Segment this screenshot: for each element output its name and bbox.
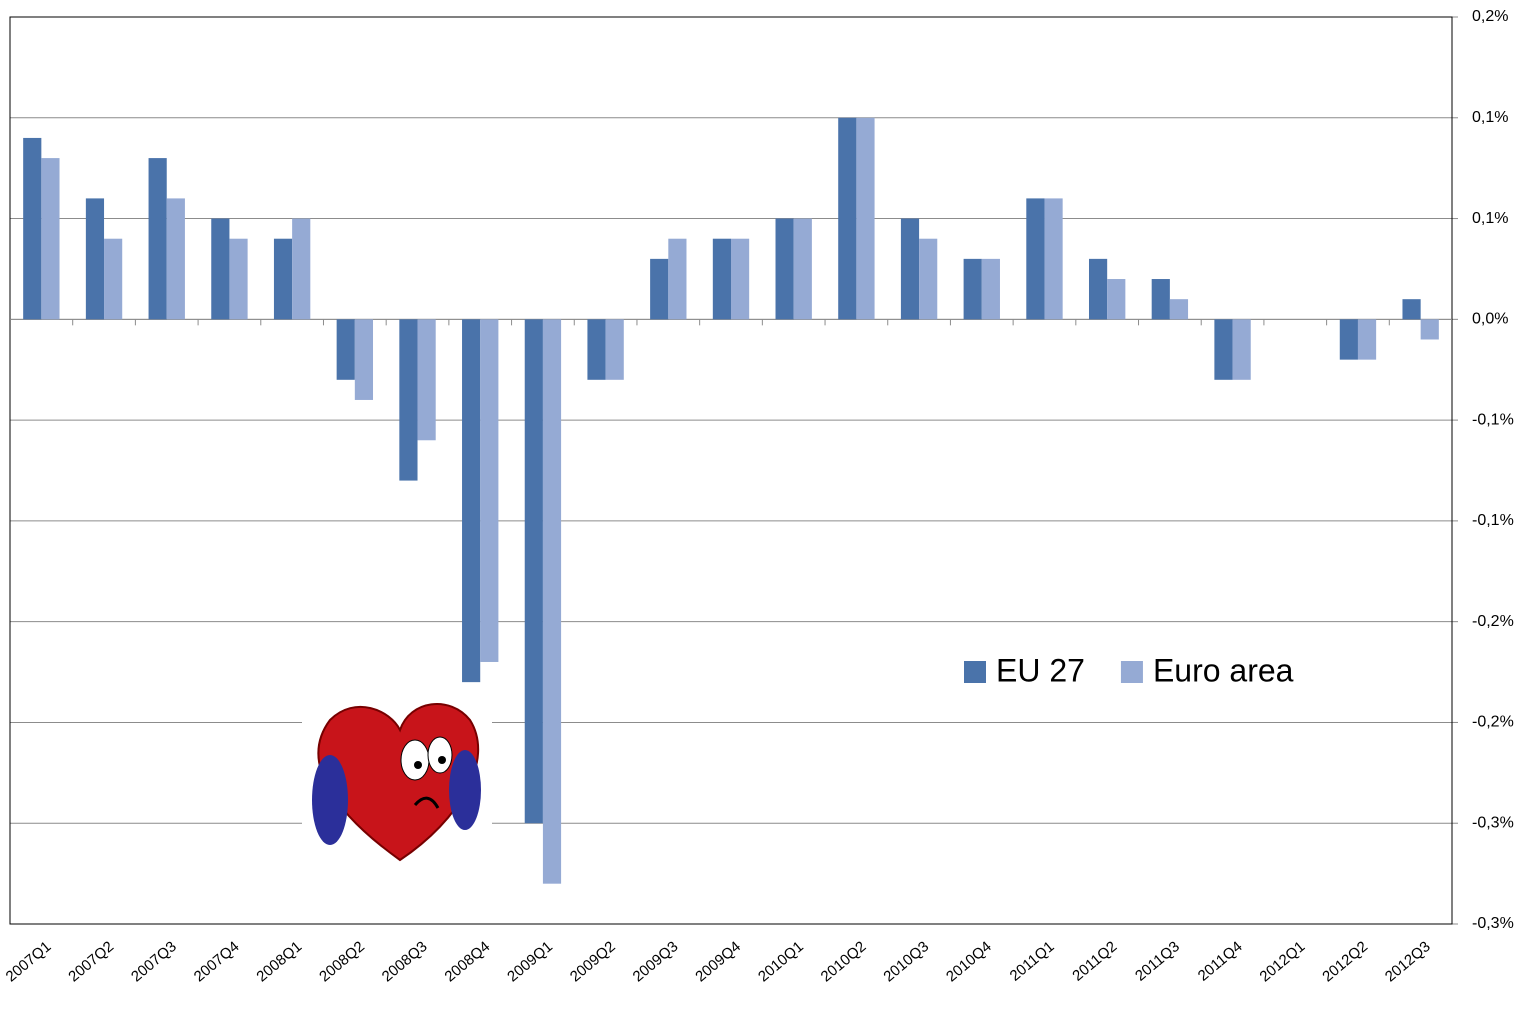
bar	[856, 117, 875, 320]
plot-area	[9, 16, 1453, 925]
y-tick-label: -0,2%	[1472, 613, 1514, 630]
x-tick-label: 2010Q1	[755, 938, 807, 985]
x-tick-label: 2011Q2	[1069, 938, 1120, 985]
legend-label: Euro area	[1153, 652, 1294, 688]
grid: 0,2% 0,1% 0,1% 0,0% -0,1% -0,1% -0,2% -0,2% -0,3…	[9, 8, 1514, 932]
x-tick-label: 2007Q4	[191, 938, 243, 985]
bar	[900, 218, 920, 320]
bar	[1026, 198, 1045, 320]
legend-label: EU 27	[996, 652, 1085, 688]
bar	[1214, 319, 1233, 380]
x-tick-label: 2012Q2	[1319, 938, 1371, 985]
bar	[542, 319, 562, 884]
x-tick-label: 2008Q1	[253, 938, 305, 985]
bar	[963, 258, 982, 320]
x-tick-label: 2007Q2	[65, 938, 117, 985]
x-tick-label: 2010Q4	[943, 938, 995, 985]
x-tick-label: 2011Q1	[1007, 938, 1058, 985]
x-tick-label: 2008Q3	[379, 938, 431, 985]
bar	[1044, 198, 1063, 320]
bar	[1357, 319, 1377, 360]
bar	[273, 238, 293, 320]
x-tick-label: 2007Q3	[128, 938, 180, 985]
x-tick-label: 2008Q2	[316, 938, 368, 985]
y-tick-label: -0,1%	[1472, 512, 1514, 529]
x-tick-label: 2009Q2	[567, 938, 619, 985]
bar	[712, 238, 731, 320]
x-tick-label: 2007Q1	[3, 938, 55, 985]
x-tick-label: 2012Q3	[1382, 938, 1434, 985]
y-tick-label: -0,3%	[1472, 814, 1514, 831]
bar	[1169, 299, 1189, 320]
bar	[480, 319, 499, 662]
x-tick-label: 2009Q1	[504, 938, 556, 985]
bar	[1107, 279, 1126, 320]
bar	[793, 218, 812, 320]
bar	[919, 238, 938, 320]
bar	[166, 198, 185, 320]
bar	[417, 319, 436, 441]
bar	[1151, 279, 1170, 320]
bar	[399, 319, 418, 481]
bar	[211, 218, 230, 320]
bar	[104, 238, 123, 320]
bar	[524, 319, 543, 824]
y-tick-label: -0,1%	[1472, 411, 1514, 428]
x-tick-label: 2011Q3	[1132, 938, 1183, 985]
bar	[1232, 319, 1251, 380]
bar	[462, 319, 481, 683]
y-tick-label: 0,1%	[1472, 109, 1508, 126]
bar	[587, 319, 606, 380]
bar	[292, 218, 311, 320]
y-tick-label: -0,2%	[1472, 714, 1514, 731]
bar	[85, 198, 105, 320]
bar	[668, 238, 687, 320]
bar	[148, 158, 167, 320]
bar	[605, 319, 624, 380]
bar	[1088, 258, 1108, 320]
bar	[1420, 319, 1439, 340]
x-tick-label: 2008Q4	[442, 938, 494, 985]
decorative-heart	[302, 698, 492, 878]
x-tick-label: 2009Q4	[692, 938, 744, 985]
legend-swatch	[1120, 661, 1143, 683]
x-tick-label: 2009Q3	[630, 938, 682, 985]
bar	[775, 218, 794, 320]
bar	[981, 258, 1000, 320]
bar	[650, 258, 669, 320]
bar	[354, 319, 374, 400]
y-tick-label: 0,1%	[1472, 210, 1508, 227]
x-tick-label: 2010Q3	[880, 938, 932, 985]
bar	[23, 137, 42, 320]
y-tick-label: 0,0%	[1472, 311, 1508, 328]
bar	[838, 117, 857, 320]
x-tick-label: 2012Q1	[1257, 938, 1309, 985]
bar	[41, 158, 60, 320]
bar	[731, 238, 750, 320]
y-tick-label: -0,3%	[1472, 915, 1514, 932]
x-tick-label: 2010Q2	[818, 938, 870, 985]
x-tick-label: 2011Q4	[1195, 938, 1246, 985]
bar	[229, 238, 248, 320]
bar	[1339, 319, 1358, 360]
bar	[1402, 299, 1421, 320]
bar	[336, 319, 355, 380]
y-tick-label: 0,2%	[1472, 8, 1508, 25]
legend-swatch	[964, 661, 986, 683]
